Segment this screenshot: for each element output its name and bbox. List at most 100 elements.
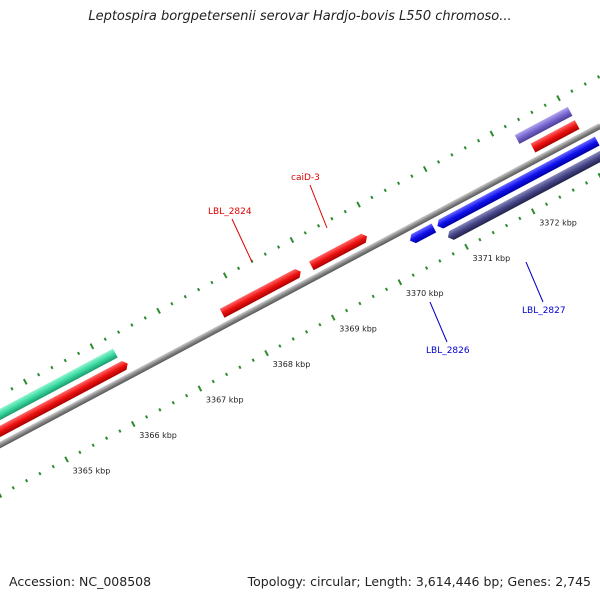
minor-tick bbox=[63, 358, 67, 363]
map-title: Leptospira borgpetersenii serovar Hardjo… bbox=[88, 9, 512, 24]
gene-labels: LBL_2824 caiD-3 LBL_2826 LBL_2827 bbox=[208, 173, 566, 356]
outer-tick-row bbox=[0, 75, 600, 398]
leader-line-lbl-2826 bbox=[429, 301, 448, 343]
major-tick bbox=[156, 307, 161, 314]
gene-feature-purple[interactable] bbox=[514, 106, 573, 144]
minor-tick bbox=[396, 181, 401, 186]
gene-feature-blue-long[interactable] bbox=[435, 136, 600, 231]
leader-line-lbl-2827 bbox=[525, 261, 544, 303]
minor-tick bbox=[558, 195, 562, 199]
minor-tick bbox=[543, 103, 547, 108]
minor-tick bbox=[78, 450, 82, 455]
reverse-strand-track bbox=[408, 136, 600, 245]
minor-tick bbox=[450, 153, 454, 157]
major-tick bbox=[22, 378, 28, 385]
minor-tick bbox=[130, 323, 134, 327]
minor-tick bbox=[238, 365, 242, 370]
minor-tick bbox=[276, 245, 281, 249]
minor-tick bbox=[170, 301, 174, 306]
minor-tick bbox=[371, 294, 375, 299]
minor-tick bbox=[438, 259, 442, 263]
minor-tick bbox=[251, 358, 255, 362]
minor-tick bbox=[184, 393, 189, 398]
minor-tick bbox=[91, 443, 95, 448]
major-tick bbox=[556, 95, 561, 102]
leader-line-caid-3 bbox=[309, 184, 328, 229]
accession-text: Accession: NC_008508 bbox=[9, 574, 152, 589]
minor-tick bbox=[211, 379, 215, 384]
minor-tick bbox=[478, 237, 482, 242]
major-tick bbox=[264, 349, 269, 357]
kbp-label-3366: 3366 kbp bbox=[139, 431, 177, 440]
gene-label-lbl-2827[interactable]: LBL_2827 bbox=[522, 306, 566, 316]
minor-tick bbox=[236, 266, 241, 271]
minor-tick bbox=[224, 372, 229, 377]
major-tick bbox=[489, 130, 495, 137]
minor-tick bbox=[451, 252, 455, 256]
minor-tick bbox=[171, 400, 175, 405]
gene-feature-lbl-2826[interactable] bbox=[408, 223, 437, 245]
minor-tick bbox=[370, 195, 374, 200]
gene-feature-red-right[interactable] bbox=[530, 120, 580, 153]
minor-tick bbox=[76, 351, 81, 356]
minor-tick bbox=[491, 230, 495, 235]
kbp-label-3368: 3368 kbp bbox=[273, 360, 311, 369]
major-tick bbox=[89, 343, 95, 350]
minor-tick bbox=[384, 287, 389, 292]
major-tick bbox=[397, 279, 403, 286]
leader-line-lbl-2824 bbox=[231, 218, 253, 263]
minor-tick bbox=[358, 301, 362, 306]
gene-feature-lbl-2824[interactable] bbox=[219, 267, 303, 318]
minor-tick bbox=[476, 138, 481, 143]
chromosome-backbone bbox=[0, 123, 600, 467]
minor-tick bbox=[278, 344, 282, 348]
major-tick bbox=[0, 491, 3, 499]
major-tick bbox=[464, 243, 469, 250]
minor-tick bbox=[570, 89, 574, 93]
gene-feature-green[interactable] bbox=[0, 348, 118, 445]
minor-tick bbox=[503, 124, 507, 129]
minor-tick bbox=[304, 330, 309, 334]
minor-tick bbox=[318, 322, 322, 327]
minor-tick bbox=[544, 202, 549, 207]
minor-tick bbox=[316, 223, 321, 228]
kbp-label-3372: 3372 kbp bbox=[539, 218, 577, 227]
gene-label-lbl-2824[interactable]: LBL_2824 bbox=[208, 207, 252, 217]
minor-tick bbox=[516, 117, 521, 122]
kbp-label-3365: 3365 kbp bbox=[73, 466, 111, 475]
major-tick bbox=[356, 201, 361, 208]
scale-labels: 3365 kbp 3366 kbp 3367 kbp 3368 kbp 3369 kbp… bbox=[73, 218, 577, 475]
minor-tick bbox=[37, 372, 41, 377]
minor-tick bbox=[10, 387, 14, 391]
inner-tick-row bbox=[0, 172, 600, 499]
major-tick bbox=[197, 385, 203, 392]
major-tick bbox=[530, 208, 536, 215]
kbp-label-3371: 3371 kbp bbox=[473, 254, 511, 263]
gene-feature-caid-3[interactable] bbox=[308, 232, 369, 271]
minor-tick bbox=[11, 485, 15, 490]
gene-feature-lbl-2827[interactable] bbox=[446, 149, 600, 242]
minor-tick bbox=[118, 429, 122, 433]
topology-summary: Topology: circular; Length: 3,614,446 bp… bbox=[247, 574, 591, 589]
minor-tick bbox=[183, 294, 187, 299]
gene-label-lbl-2826[interactable]: LBL_2826 bbox=[426, 346, 470, 356]
minor-tick bbox=[571, 188, 575, 192]
minor-tick bbox=[584, 181, 589, 185]
minor-tick bbox=[530, 110, 534, 115]
major-tick bbox=[289, 236, 295, 244]
minor-tick bbox=[116, 330, 121, 334]
minor-tick bbox=[383, 188, 387, 193]
major-tick bbox=[64, 456, 69, 463]
minor-tick bbox=[330, 216, 334, 221]
minor-tick bbox=[583, 82, 587, 86]
minor-tick bbox=[504, 223, 509, 228]
minor-tick bbox=[210, 280, 214, 285]
gene-feature-red-left[interactable] bbox=[0, 359, 130, 458]
minor-tick bbox=[411, 273, 415, 277]
kbp-label-3370: 3370 kbp bbox=[406, 289, 444, 298]
gene-label-caid-3[interactable]: caiD-3 bbox=[291, 173, 320, 183]
minor-tick bbox=[343, 209, 347, 214]
minor-tick bbox=[144, 415, 149, 419]
minor-tick bbox=[410, 174, 414, 178]
